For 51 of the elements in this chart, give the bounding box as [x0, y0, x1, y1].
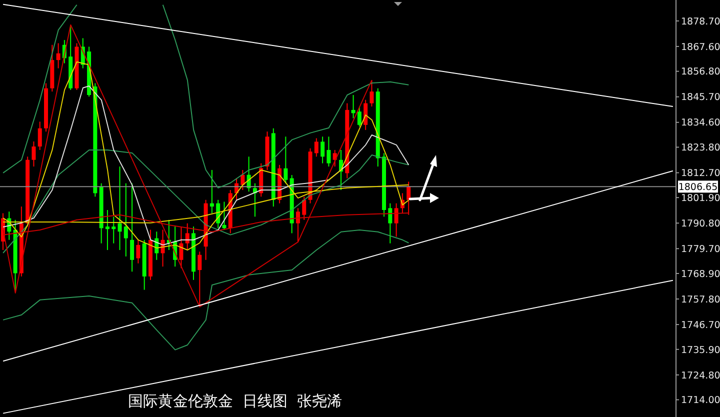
candlestick	[326, 136, 331, 168]
y-tick-label: 1823.80	[681, 142, 720, 154]
candlestick	[357, 106, 362, 128]
y-tick-label: 1768.90	[681, 268, 720, 280]
line-series	[2, 4, 78, 174]
y-tick-label: 1834.60	[681, 118, 720, 129]
candlestick	[38, 121, 42, 150]
candlestick	[118, 166, 122, 251]
candlestick	[56, 42, 60, 69]
line-series	[2, 149, 410, 254]
candlestick	[136, 239, 140, 264]
candlestick	[314, 138, 318, 158]
ref-line-label: 1806.65	[678, 182, 718, 194]
y-tick-label: 1812.70	[681, 168, 720, 180]
y-tick-label: 1779.70	[681, 244, 720, 256]
candlestick	[332, 149, 337, 168]
candlestick	[112, 216, 116, 244]
y-tick-label: 1867.60	[681, 42, 720, 53]
y-tick-label: 1790.80	[681, 218, 720, 230]
candlestick	[320, 136, 325, 164]
candlestick	[364, 99, 368, 130]
candlestick	[284, 136, 288, 184]
candlestick	[130, 182, 134, 272]
candlestick	[388, 202, 392, 244]
candlestick	[222, 201, 226, 230]
y-tick-label: 1724.80	[681, 370, 720, 382]
candlestick	[302, 196, 306, 220]
y-tick-label: 1878.70	[681, 16, 720, 28]
candlestick	[210, 169, 214, 214]
y-tick-label: 1845.70	[681, 92, 720, 104]
candlestick	[185, 222, 190, 251]
candlestick	[394, 202, 398, 238]
candlestick	[296, 208, 300, 242]
candlestick	[32, 140, 36, 168]
candlestick	[406, 181, 411, 216]
candlestick	[198, 251, 202, 308]
y-tick-label: 1714.00	[681, 395, 720, 406]
candlestick	[370, 80, 374, 107]
y-tick-label: 1856.80	[681, 66, 720, 78]
line-series	[2, 230, 410, 350]
candlestick	[179, 226, 184, 269]
candlestick	[240, 169, 245, 190]
y-tick-label: 1735.90	[681, 344, 720, 356]
y-tick-label: 1757.80	[681, 294, 720, 306]
candlestick	[124, 182, 128, 257]
candlestick	[351, 94, 356, 119]
text: 国际黄金伦敦金 日线图 张尧浠	[128, 392, 342, 411]
candlestick	[105, 209, 110, 251]
line-series	[162, 4, 410, 188]
y-tick-label: 1801.90	[681, 192, 720, 204]
y-tick-label: 1746.70	[681, 320, 720, 331]
